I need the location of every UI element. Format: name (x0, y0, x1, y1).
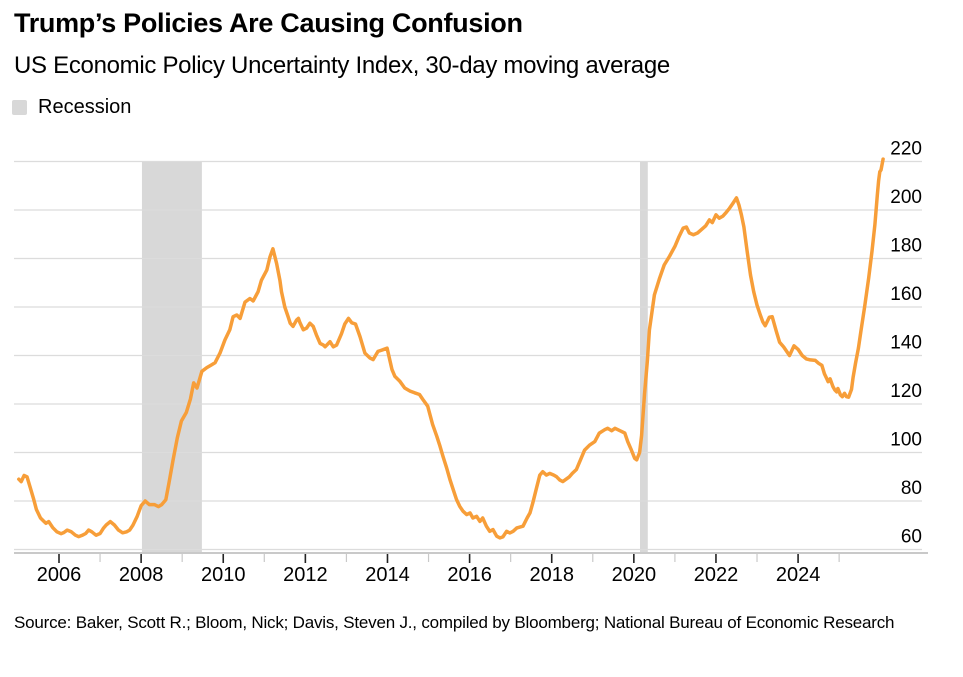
y-axis-label: 180 (890, 236, 922, 257)
x-axis-label: 2016 (447, 564, 492, 586)
legend: Recession (12, 96, 131, 119)
recession-legend-label: Recession (38, 96, 132, 118)
x-axis-label: 2014 (365, 564, 410, 586)
recession-band (639, 161, 648, 553)
y-axis-label: 200 (890, 187, 922, 208)
x-axis-label: 2008 (119, 564, 164, 586)
x-axis-label: 2006 (37, 564, 82, 586)
y-axis-label: 60 (901, 527, 922, 548)
x-axis-label: 2012 (283, 564, 328, 586)
x-axis-label: 2018 (529, 564, 574, 586)
page-title: Trump’s Policies Are Causing Confusion (14, 8, 523, 38)
y-axis-label: 140 (890, 333, 922, 354)
x-axis-label: 2020 (612, 564, 657, 586)
y-axis-label: 80 (901, 478, 922, 499)
x-axis-label: 2022 (694, 564, 739, 586)
y-axis-label: 160 (890, 284, 922, 305)
epu-series-line (17, 157, 885, 540)
chart-subtitle: US Economic Policy Uncertainty Index, 30… (14, 52, 670, 79)
recession-legend-swatch-icon (12, 100, 27, 115)
x-axis-label: 2024 (776, 564, 821, 586)
y-axis-label: 120 (890, 381, 922, 402)
y-axis-label: 100 (890, 430, 922, 451)
recession-band (141, 161, 202, 553)
x-axis-label: 2010 (201, 564, 246, 586)
y-axis-label: 220 (890, 139, 922, 160)
source-note: Source: Baker, Scott R.; Bloom, Nick; Da… (14, 613, 895, 632)
